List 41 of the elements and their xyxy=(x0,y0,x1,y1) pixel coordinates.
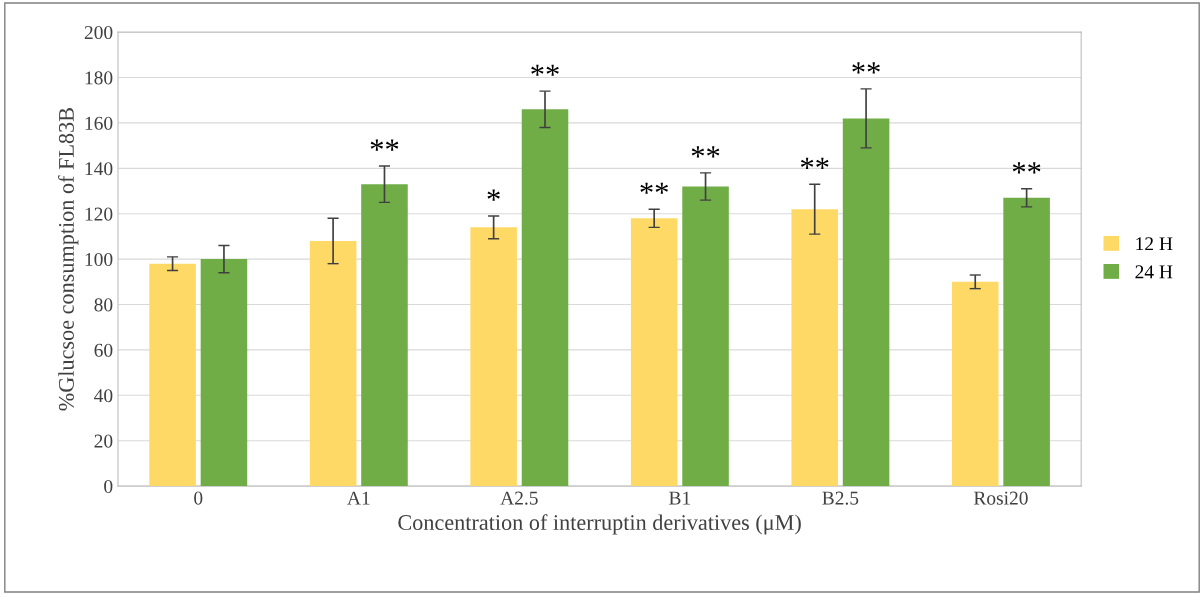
annotation: ** xyxy=(691,146,720,158)
y-tick-label: 120 xyxy=(85,207,113,221)
x-tick-label: Rosi20 xyxy=(973,491,1028,505)
bar xyxy=(682,186,729,487)
x-tick-label: B1 xyxy=(669,491,691,505)
x-axis-title: Concentration of interruptin derivatives (μM) xyxy=(398,514,801,535)
bar xyxy=(149,263,196,487)
bar xyxy=(842,118,890,487)
y-tick-label: 140 xyxy=(85,162,113,176)
x-tick-label: A1 xyxy=(347,491,370,505)
y-tick-label: 200 xyxy=(84,25,113,40)
annotation: ** xyxy=(852,62,880,74)
bar xyxy=(1003,197,1050,487)
bar xyxy=(521,109,569,487)
y-tick-label: 80 xyxy=(94,298,113,312)
annotation: ** xyxy=(531,64,559,76)
legend-label: 24 H xyxy=(1135,265,1173,279)
y-tick-label: 20 xyxy=(94,434,113,448)
x-tick-label: 0 xyxy=(194,491,203,505)
y-tick-label: 40 xyxy=(94,389,113,403)
annotation: ** xyxy=(370,139,399,151)
x-tick-label: B2.5 xyxy=(822,491,859,505)
y-tick-label: 60 xyxy=(94,343,113,357)
y-axis-title: %Glucsoe consumption of FL83B xyxy=(58,108,79,411)
y-tick-label: 0 xyxy=(104,479,113,494)
bar xyxy=(951,281,999,487)
y-tick-label: 100 xyxy=(85,252,113,267)
annotation: ** xyxy=(1012,162,1041,174)
bar xyxy=(361,184,408,487)
annotation: * xyxy=(487,189,500,201)
x-tick-label: A2.5 xyxy=(500,491,538,505)
annotation: ** xyxy=(800,157,829,169)
bar xyxy=(791,209,838,487)
legend-label: 12 H xyxy=(1136,237,1173,251)
annotation: ** xyxy=(640,182,668,194)
bar xyxy=(470,227,517,487)
bar xyxy=(630,218,678,487)
y-tick-label: 180 xyxy=(85,71,113,85)
y-tick-label: 160 xyxy=(85,116,113,130)
bar xyxy=(200,259,248,487)
bar xyxy=(309,240,357,487)
